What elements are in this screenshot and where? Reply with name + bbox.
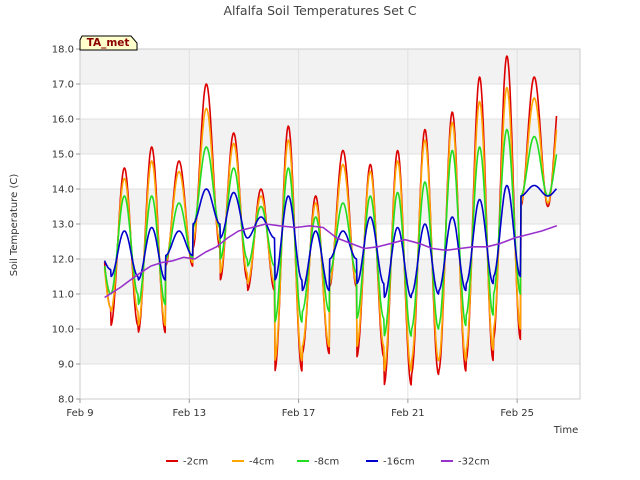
x-tick-label: Feb 9 <box>66 408 93 419</box>
series-line-32cmcm <box>104 223 558 299</box>
y-tick-label: 10.0 <box>52 325 74 336</box>
ta-met-label: TA_met <box>87 37 130 49</box>
legend-entry: -2cm <box>183 457 208 468</box>
legend-entry: -8cm <box>314 457 339 468</box>
y-axis: 8.0 9.0 10.0 11.0 12.0 13.0 14.0 15.0 16.0 17.0 18… <box>52 45 80 406</box>
chart-title: Alfalfa Soil Temperatures Set C <box>224 3 417 18</box>
y-tick-label: 8.0 <box>58 395 74 406</box>
series-lines <box>103 55 558 386</box>
legend: -2cm -4cm -8cm -16cm -32cm <box>166 457 490 468</box>
y-tick-label: 15.0 <box>52 150 74 161</box>
y-tick-label: 16.0 <box>52 115 74 126</box>
series-line-4cmcm <box>103 86 558 372</box>
y-tick-label: 9.0 <box>58 360 74 371</box>
series-line-2cmcm <box>103 55 558 386</box>
x-axis: Feb 9 Feb 13 Feb 17 Feb 21 Feb 25 <box>66 399 534 419</box>
x-tick-label: Feb 13 <box>172 408 206 419</box>
ta-met-tag: TA_met <box>79 35 138 51</box>
x-tick-label: Feb 17 <box>282 408 316 419</box>
y-tick-label: 14.0 <box>52 185 74 196</box>
x-tick-label: Feb 25 <box>500 408 534 419</box>
x-axis-title: Time <box>553 425 578 436</box>
y-axis-title: Soil Temperature (C) <box>9 174 20 277</box>
series-line-16cmcm <box>103 184 558 299</box>
band <box>80 119 580 154</box>
y-tick-label: 18.0 <box>52 45 74 56</box>
x-tick-label: Feb 21 <box>391 408 425 419</box>
series-line-8cmcm <box>103 128 558 337</box>
legend-entry: -32cm <box>458 457 490 468</box>
y-tick-label: 13.0 <box>52 220 74 231</box>
band <box>80 49 580 84</box>
band <box>80 189 580 224</box>
y-tick-label: 12.0 <box>52 255 74 266</box>
legend-entry: -16cm <box>383 457 415 468</box>
y-tick-label: 17.0 <box>52 80 74 91</box>
y-tick-label: 11.0 <box>52 290 74 301</box>
legend-entry: -4cm <box>249 457 274 468</box>
